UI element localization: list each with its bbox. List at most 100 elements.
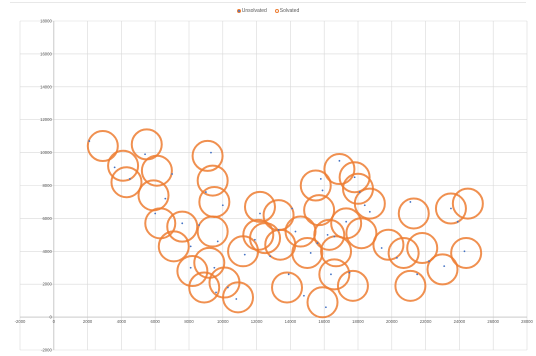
x-tick-label: 12000: [251, 319, 263, 324]
unsolvated-point: [463, 250, 466, 253]
series-unsolvated: [88, 140, 466, 309]
unsolvated-point: [287, 273, 290, 276]
y-tick-label: 2000: [42, 282, 52, 287]
x-tick-label: 18000: [352, 319, 364, 324]
unsolvated-point: [213, 266, 216, 269]
x-tick-label: 2000: [83, 319, 93, 324]
unsolvated-point: [144, 153, 146, 156]
solvated-point: [144, 207, 177, 240]
unsolvated-point: [221, 204, 224, 207]
solvated-point: [336, 269, 369, 302]
y-tick-label: 18000: [40, 19, 52, 24]
unsolvated-point: [324, 306, 327, 309]
solvated-point: [166, 210, 199, 243]
unsolvated-point: [164, 197, 167, 200]
grid-layer: [19, 20, 528, 351]
solvated-point: [299, 169, 332, 202]
solvated-point: [372, 228, 405, 261]
unsolvated-point: [254, 238, 256, 241]
x-tick-label: 28000: [521, 319, 533, 324]
x-tick-label: 4000: [117, 319, 127, 324]
solvated-point: [318, 258, 351, 291]
solvated-point: [86, 130, 119, 163]
x-tick-label: 10000: [217, 319, 229, 324]
solvated-point: [222, 281, 255, 314]
unsolvated-point: [321, 189, 324, 192]
unsolvated-point: [259, 212, 261, 215]
y-tick-label: 6000: [42, 216, 52, 221]
unsolvated-point: [333, 235, 336, 238]
unsolvated-point: [450, 207, 452, 210]
legend-label-unsolvated: Unsolvated: [241, 8, 267, 14]
legend: Unsolvated Solvated: [0, 5, 536, 17]
unsolvated-point: [326, 233, 329, 236]
solvated-point: [140, 154, 173, 187]
y-tick-label: 4000: [42, 249, 52, 254]
unsolvated-point: [338, 159, 341, 162]
solvated-point: [157, 230, 190, 263]
y-tick-label: 0: [49, 315, 52, 320]
solvated-point: [188, 271, 221, 304]
solvated-point: [353, 187, 386, 220]
legend-entry-unsolvated: Unsolvated: [236, 8, 267, 14]
unsolvated-point: [171, 173, 174, 175]
unsolvated-point: [303, 294, 305, 297]
solvated-point: [196, 164, 229, 197]
y-tick-label: 16000: [40, 51, 52, 56]
solvated-point: [284, 215, 317, 248]
solvated-point: [110, 166, 143, 199]
solvated-point: [450, 236, 483, 269]
x-tick-label: 24000: [454, 319, 466, 324]
unsolvated-point: [113, 166, 116, 169]
unsolvated-point: [226, 286, 229, 289]
unsolvated-point: [181, 222, 184, 225]
solvated-point: [191, 139, 224, 172]
unsolvated-point: [428, 260, 430, 263]
unsolvated-point: [243, 253, 246, 256]
unsolvated-point: [316, 242, 319, 244]
unsolvated-point: [395, 256, 398, 259]
unsolvated-point: [215, 291, 217, 294]
solvated-point: [345, 217, 378, 250]
unsolvated-point: [443, 265, 446, 268]
unsolvated-point: [363, 204, 366, 207]
x-tick-label: 22000: [420, 319, 432, 324]
solvated-point: [387, 236, 420, 269]
unsolvated-point: [154, 212, 157, 215]
unsolvated-point: [128, 178, 131, 180]
solvated-point: [434, 192, 467, 225]
solvated-point: [397, 197, 430, 230]
unsolvated-point: [291, 207, 293, 210]
unsolvated-point: [216, 240, 219, 243]
solvated-point: [196, 215, 229, 248]
solvated-point: [323, 153, 356, 186]
y-tick-label: 8000: [42, 183, 52, 188]
unsolvated-point: [368, 210, 371, 213]
unsolvated-point: [198, 224, 201, 226]
y-tick-label: -2000: [41, 348, 52, 353]
unsolvated-point: [309, 252, 312, 254]
x-tick-label: 8000: [184, 319, 194, 324]
solvated-point: [176, 255, 209, 288]
unsolvated-point: [456, 220, 459, 223]
unsolvated-point: [277, 229, 280, 231]
solvated-point: [406, 232, 439, 265]
unsolvated-point: [88, 140, 91, 142]
axis-layer: [20, 21, 527, 350]
top-border: [10, 2, 526, 3]
y-tick-label: 10000: [40, 150, 52, 155]
solvated-point: [451, 187, 484, 220]
unsolvated-point: [189, 245, 192, 248]
x-tick-label: 14000: [285, 319, 297, 324]
unsolvated-point: [269, 255, 272, 258]
unsolvated-point: [235, 298, 238, 300]
unsolvated-point: [416, 273, 419, 276]
unsolvated-point: [189, 266, 192, 269]
x-tick-label: 0: [53, 319, 56, 324]
legend-marker-blue: [236, 9, 241, 13]
legend-entry-solvated: Solvated: [274, 8, 299, 14]
solvated-point: [243, 190, 276, 223]
solvated-point: [242, 218, 275, 251]
x-tick-label: 6000: [151, 319, 161, 324]
solvated-point: [338, 161, 371, 194]
